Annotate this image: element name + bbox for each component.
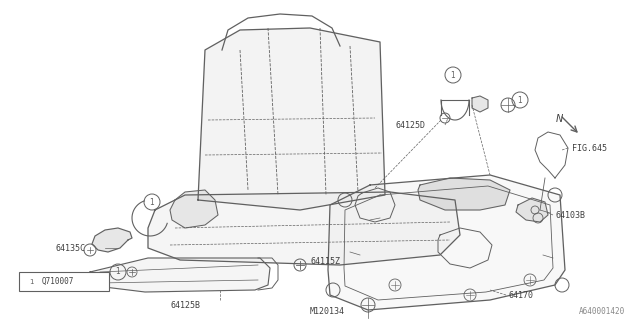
Text: 64170: 64170 — [508, 291, 533, 300]
Polygon shape — [516, 198, 548, 222]
Text: 64103B: 64103B — [555, 211, 585, 220]
Text: 64135C: 64135C — [55, 244, 85, 252]
Text: M120134: M120134 — [310, 308, 345, 316]
Polygon shape — [170, 190, 218, 228]
Text: 1: 1 — [150, 197, 154, 206]
Polygon shape — [328, 175, 565, 310]
Text: FIG.645: FIG.645 — [572, 143, 607, 153]
Text: 1: 1 — [518, 95, 522, 105]
Text: 64115Z: 64115Z — [310, 258, 340, 267]
Text: 1: 1 — [116, 268, 120, 276]
Text: A640001420: A640001420 — [579, 308, 625, 316]
Polygon shape — [418, 178, 510, 210]
Text: 64125B: 64125B — [170, 300, 200, 309]
Bar — [19, 272, 109, 291]
Text: 1: 1 — [29, 279, 33, 284]
Text: Q710007: Q710007 — [41, 277, 74, 286]
Text: $\mathit{N}$: $\mathit{N}$ — [555, 112, 564, 124]
Text: 1: 1 — [451, 70, 456, 79]
Polygon shape — [92, 228, 132, 252]
Polygon shape — [87, 258, 270, 292]
Polygon shape — [148, 192, 460, 265]
Text: 64125D: 64125D — [395, 121, 425, 130]
Polygon shape — [198, 28, 385, 210]
Polygon shape — [472, 96, 488, 112]
